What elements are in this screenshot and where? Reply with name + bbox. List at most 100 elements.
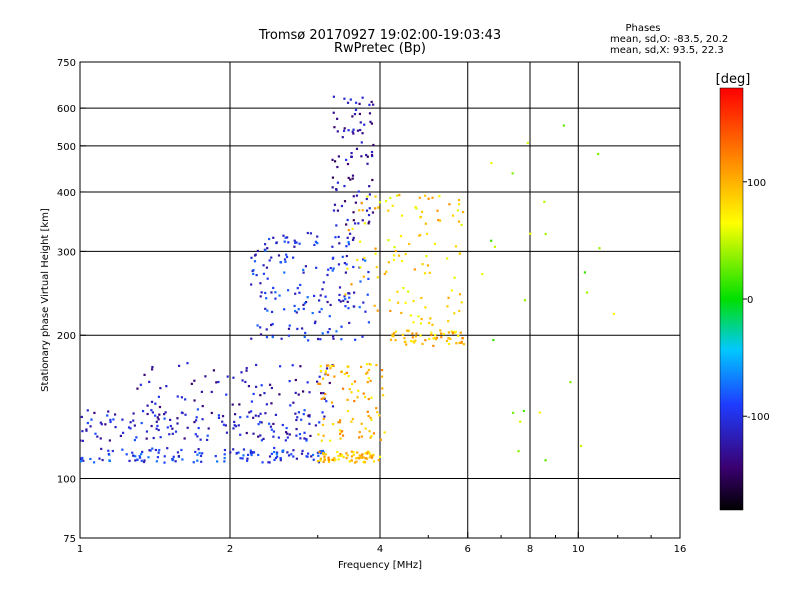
- echo-point: [298, 242, 301, 245]
- echo-point: [206, 434, 209, 437]
- y-tick-label: 750: [57, 58, 76, 69]
- phase-colorbar: [719, 87, 744, 511]
- echo-point: [225, 393, 228, 396]
- echo-point: [434, 334, 437, 337]
- echo-point: [270, 256, 273, 259]
- echo-point: [338, 286, 342, 289]
- echo-point: [250, 283, 253, 286]
- echo-point: [308, 422, 311, 425]
- echo-point: [278, 393, 281, 396]
- echo-point: [145, 430, 149, 433]
- echo-point: [193, 379, 196, 382]
- echo-point: [372, 454, 375, 457]
- echo-point: [295, 241, 298, 244]
- x-axis-label: Frequency [MHz]: [338, 560, 422, 571]
- echo-point: [256, 249, 259, 253]
- echo-point: [419, 233, 422, 237]
- echo-point: [257, 453, 260, 457]
- echo-point: [252, 416, 255, 419]
- echo-point: [199, 454, 203, 457]
- echo-point: [329, 439, 332, 442]
- echo-point: [346, 236, 349, 239]
- echo-point: [457, 203, 461, 206]
- echo-point: [145, 437, 148, 440]
- echo-point: [201, 404, 204, 408]
- echo-point: [303, 409, 306, 412]
- echo-point: [387, 261, 390, 264]
- echo-point: [150, 424, 153, 428]
- echo-point: [585, 291, 589, 294]
- echo-point: [400, 260, 404, 263]
- echo-point: [265, 266, 269, 269]
- echo-point: [246, 457, 249, 460]
- echo-point: [544, 459, 547, 462]
- echo-point: [134, 455, 137, 458]
- echo-point: [425, 254, 428, 258]
- echo-point: [81, 439, 84, 442]
- echo-point: [317, 382, 320, 385]
- echo-point: [370, 455, 373, 458]
- echo-point: [433, 242, 436, 245]
- echo-point: [194, 450, 197, 454]
- echo-point: [285, 426, 288, 430]
- echo-point: [259, 434, 262, 437]
- echo-point: [457, 198, 461, 202]
- echo-point: [272, 435, 275, 438]
- echo-point: [292, 455, 295, 458]
- echo-point: [322, 460, 325, 463]
- echo-point: [327, 456, 330, 459]
- echo-point: [169, 418, 172, 422]
- echo-point: [264, 249, 267, 252]
- echo-point: [357, 389, 360, 392]
- echo-point: [448, 203, 451, 206]
- echo-point: [414, 205, 417, 209]
- x-tick-label: 8: [527, 544, 533, 555]
- echo-point: [264, 291, 267, 295]
- echo-point: [146, 412, 149, 416]
- echo-point: [347, 176, 350, 180]
- echo-point: [238, 403, 241, 406]
- echo-point: [319, 365, 322, 368]
- echo-point: [461, 337, 464, 340]
- echo-point: [358, 436, 361, 439]
- echo-point: [259, 282, 262, 285]
- echo-point: [141, 450, 144, 454]
- echo-point: [366, 410, 369, 413]
- echo-point: [271, 334, 274, 337]
- echo-point: [235, 452, 238, 455]
- echo-point: [389, 196, 392, 200]
- echo-point: [337, 155, 340, 158]
- echo-point: [121, 418, 124, 421]
- echo-point: [346, 409, 350, 413]
- echo-point: [331, 335, 335, 338]
- echo-point: [328, 381, 331, 385]
- echo-point: [86, 421, 89, 425]
- echo-point: [321, 377, 325, 380]
- echo-point: [288, 433, 291, 436]
- echo-point: [544, 232, 547, 236]
- echo-point: [369, 379, 372, 383]
- echo-point: [333, 457, 336, 460]
- echo-point: [327, 458, 331, 461]
- echo-point: [452, 330, 455, 333]
- echo-point: [392, 332, 396, 335]
- echo-point: [107, 410, 110, 413]
- echo-point: [287, 289, 290, 292]
- echo-point: [150, 409, 153, 412]
- echo-point: [459, 331, 462, 334]
- echo-point: [361, 219, 364, 222]
- echo-point: [316, 235, 319, 238]
- echo-point: [344, 297, 347, 301]
- echo-point: [351, 382, 354, 386]
- echo-point: [177, 455, 180, 458]
- echo-point: [302, 268, 305, 271]
- echo-point: [481, 273, 484, 276]
- echo-point: [176, 422, 179, 425]
- echo-point: [312, 458, 315, 461]
- echo-point: [360, 141, 363, 144]
- echo-point: [266, 277, 269, 280]
- echo-point: [299, 365, 302, 368]
- echo-point: [342, 129, 346, 132]
- echo-point: [375, 266, 378, 269]
- echo-point: [147, 456, 150, 459]
